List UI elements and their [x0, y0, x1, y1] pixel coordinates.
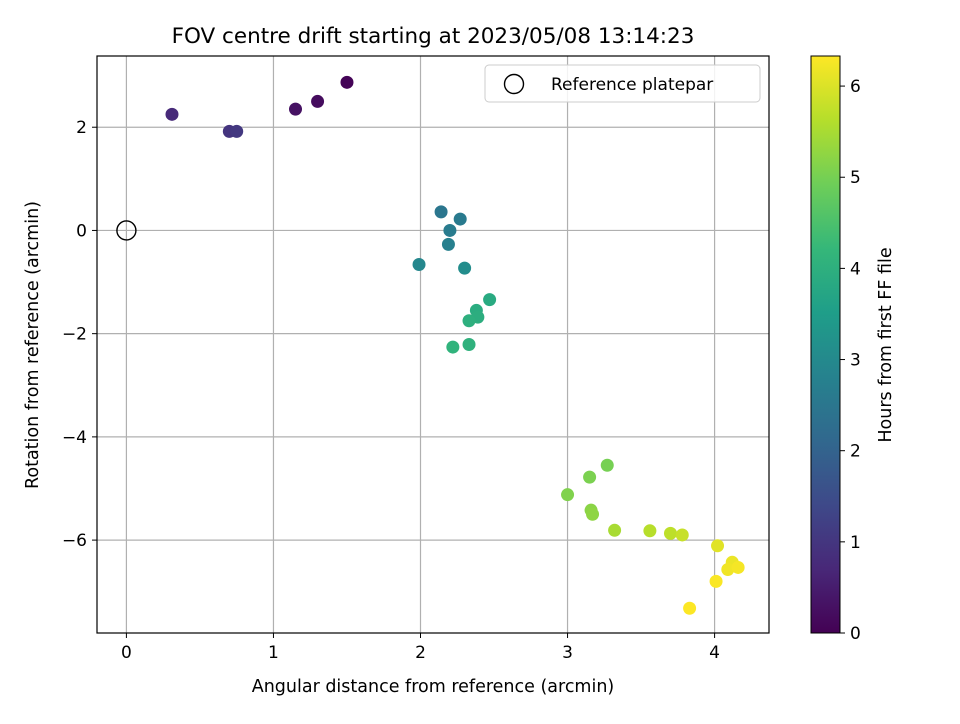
colorbar-ticks: 0 1 2 3 4 5 6 [840, 77, 861, 644]
data-point [561, 488, 575, 502]
colorbar-tick-label: 3 [850, 351, 861, 371]
data-point [340, 75, 354, 89]
plot-frame [96, 55, 770, 634]
y-tick-label: −2 [62, 325, 87, 345]
data-point [165, 107, 179, 121]
reference-marker [116, 220, 137, 241]
colorbar [810, 55, 841, 634]
colorbar-label: Hours from first FF file [876, 247, 896, 442]
legend-marker [503, 73, 525, 95]
data-point [731, 560, 745, 574]
data-point [683, 601, 697, 615]
y-axis-ticks: −6 −4 −2 0 2 [62, 118, 97, 551]
x-tick-label: 2 [415, 643, 426, 663]
colorbar-tick-label: 6 [850, 77, 861, 97]
data-point [711, 539, 725, 553]
colorbar-tick-label: 2 [850, 442, 861, 462]
data-point [586, 507, 600, 521]
x-tick-label: 0 [121, 643, 132, 663]
x-axis-ticks: 0 1 2 3 4 [121, 633, 720, 663]
chart-title: FOV centre drift starting at 2023/05/08 … [172, 24, 695, 49]
data-point [412, 258, 426, 272]
y-tick-label: 2 [76, 118, 87, 138]
data-point [230, 124, 244, 138]
data-point [483, 293, 497, 307]
data-point [583, 470, 597, 484]
x-tick-label: 4 [709, 643, 720, 663]
data-point [446, 340, 460, 354]
y-axis-label: Rotation from reference (arcmin) [23, 201, 43, 489]
data-points [165, 75, 745, 615]
data-point [675, 528, 689, 542]
data-point [434, 205, 448, 219]
y-tick-label: −4 [62, 428, 87, 448]
x-axis-label: Angular distance from reference (arcmin) [252, 677, 615, 697]
reference-platepar-point [116, 220, 137, 241]
grid [97, 56, 769, 633]
data-point [441, 237, 455, 251]
x-tick-label: 1 [268, 643, 279, 663]
data-point [709, 574, 723, 588]
legend-entry-reference: Reference platepar [551, 75, 713, 95]
data-point [311, 94, 325, 108]
data-point [721, 563, 735, 577]
data-point [462, 338, 476, 351]
colorbar-tick-label: 5 [850, 168, 861, 188]
data-point [608, 523, 622, 537]
data-point [453, 212, 467, 226]
y-tick-label: −6 [62, 531, 87, 551]
y-tick-label: 0 [76, 221, 87, 241]
data-point [462, 314, 476, 328]
legend: Reference platepar [484, 64, 761, 103]
colorbar-tick-label: 1 [850, 533, 861, 553]
colorbar-tick-label: 4 [850, 259, 861, 279]
x-tick-label: 3 [562, 643, 573, 663]
data-point [643, 524, 657, 538]
data-point [289, 102, 303, 116]
data-point [600, 458, 614, 472]
data-point [443, 223, 457, 237]
data-point [458, 261, 472, 275]
legend-box [484, 64, 761, 103]
data-point [663, 526, 677, 540]
colorbar-tick-label: 0 [850, 624, 861, 644]
